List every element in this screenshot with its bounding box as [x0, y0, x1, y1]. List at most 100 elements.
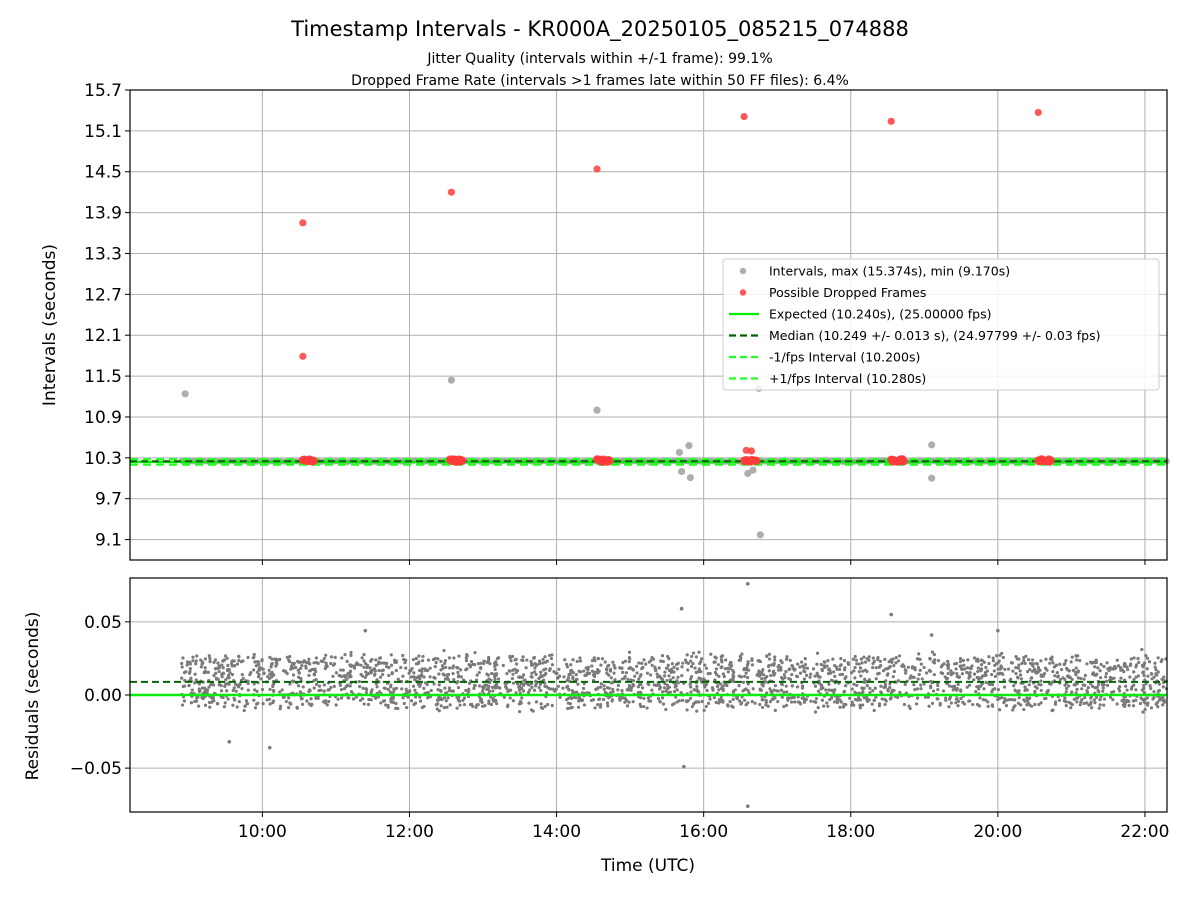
bottom-y-tick-label: −0.05 — [70, 759, 122, 779]
residual-point — [237, 658, 241, 663]
residual-point — [693, 666, 697, 670]
residual-point — [1124, 684, 1128, 688]
residual-point — [746, 660, 750, 664]
residual-point — [894, 661, 898, 665]
residual-point — [220, 675, 224, 679]
residual-point — [389, 663, 394, 667]
residual-point — [688, 696, 693, 700]
residual-point — [220, 672, 224, 676]
residual-point — [239, 660, 243, 664]
residual-point — [990, 703, 994, 707]
residual-point — [858, 666, 863, 670]
residual-point — [1090, 684, 1095, 688]
residual-point — [443, 686, 447, 690]
residual-point — [285, 655, 289, 659]
residual-point — [674, 695, 678, 699]
residual-point — [390, 672, 394, 676]
residual-point — [822, 660, 826, 664]
residual-point — [1064, 703, 1068, 708]
residual-point — [958, 664, 962, 668]
residual-point — [1013, 698, 1017, 702]
residual-point — [746, 689, 750, 693]
residual-point — [962, 702, 967, 706]
residual-point — [938, 703, 942, 707]
residual-point — [1032, 667, 1037, 671]
top-y-tick-label: 12.7 — [84, 285, 122, 305]
residual-point — [852, 669, 856, 673]
x-tick-label: 14:00 — [532, 822, 581, 842]
residual-point — [861, 703, 865, 707]
legend-entry-label: Intervals, max (15.374s), min (9.170s) — [769, 264, 1010, 279]
residual-point — [1014, 666, 1018, 670]
residual-point — [650, 688, 654, 692]
residual-point — [620, 689, 624, 693]
residual-point — [362, 659, 366, 663]
residual-point — [795, 685, 800, 689]
residual-point — [590, 659, 595, 663]
residual-point — [226, 697, 230, 701]
residual-point — [928, 684, 933, 688]
residual-point — [815, 671, 819, 675]
residual-point — [694, 655, 698, 659]
residual-point — [598, 705, 602, 709]
residual-point — [991, 659, 996, 663]
residual-point — [1122, 700, 1126, 704]
residual-point — [232, 696, 236, 700]
residual-point — [530, 675, 534, 679]
residual-point — [946, 659, 950, 664]
residual-point — [571, 675, 575, 679]
residual-point — [476, 702, 480, 707]
residual-point — [479, 661, 483, 665]
residual-point — [949, 673, 953, 677]
residual-point — [982, 687, 986, 691]
residual-point — [1156, 705, 1160, 709]
residual-point — [1131, 704, 1136, 708]
residual-point — [402, 657, 406, 662]
residual-point — [838, 672, 842, 677]
dropped-frame-point — [447, 188, 455, 196]
residual-point — [301, 685, 305, 689]
top-panel-frame — [129, 89, 1168, 561]
residual-point — [378, 656, 382, 660]
residual-point — [623, 659, 628, 663]
residual-point — [767, 664, 771, 668]
residual-point — [338, 674, 342, 678]
residual-point — [260, 687, 265, 692]
residual-point — [246, 688, 250, 692]
residual-point — [521, 689, 526, 693]
residual-point — [835, 696, 839, 700]
residual-point — [404, 666, 408, 670]
residual-point — [271, 688, 276, 693]
residual-point — [1075, 654, 1079, 658]
residual-point — [514, 670, 518, 675]
residual-point — [508, 696, 512, 700]
residual-point — [242, 708, 246, 713]
residual-point — [661, 677, 665, 682]
residual-point — [472, 686, 476, 690]
residual-point — [487, 657, 491, 662]
residual-point — [844, 675, 848, 679]
residual-point — [534, 672, 538, 677]
residual-point — [750, 663, 755, 667]
residual-point — [619, 666, 623, 670]
residual-point — [420, 669, 424, 673]
residual-point — [922, 682, 926, 686]
residual-point — [349, 653, 353, 657]
residual-point — [961, 658, 965, 663]
residual-point — [828, 698, 832, 702]
residual-point — [329, 685, 333, 690]
residual-point — [745, 666, 749, 670]
residual-point — [986, 704, 990, 708]
residual-point — [585, 673, 589, 677]
residual-point — [1039, 701, 1043, 705]
residual-point — [626, 687, 630, 692]
residual-point — [1141, 670, 1145, 674]
residual-point — [522, 673, 526, 677]
residual-point — [194, 699, 199, 703]
residual-point — [582, 703, 587, 707]
residual-point — [1075, 687, 1079, 691]
residual-point — [532, 688, 537, 692]
residual-point — [913, 668, 917, 672]
residual-point — [641, 665, 645, 669]
residual-point — [680, 674, 684, 678]
